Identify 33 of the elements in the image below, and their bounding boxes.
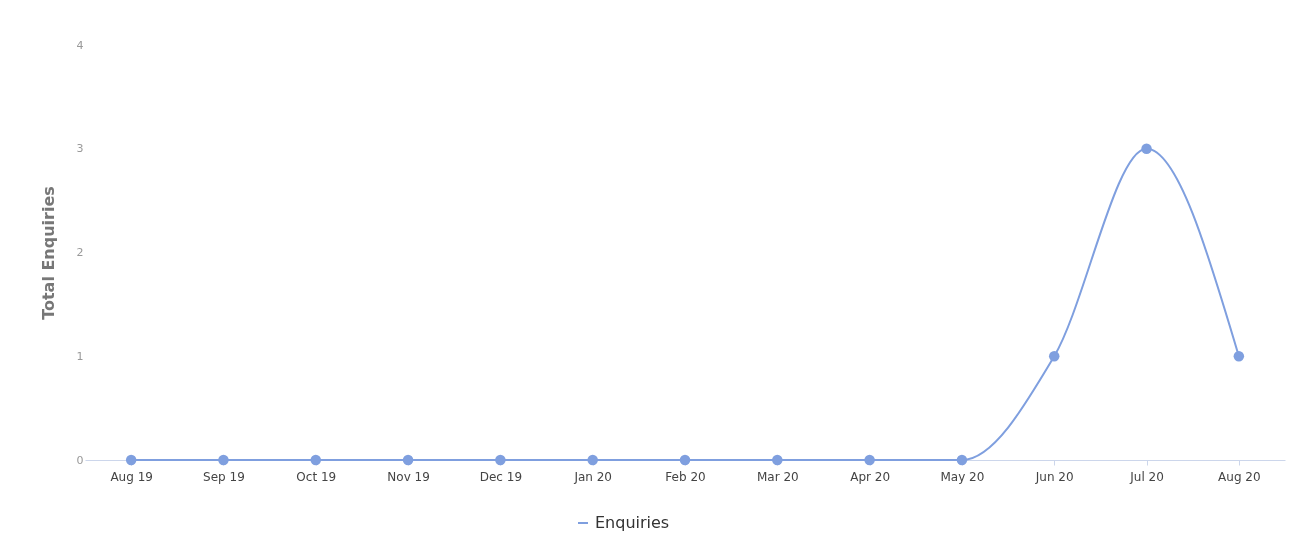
point xyxy=(864,454,875,466)
legend-label: Enquiries xyxy=(595,513,670,532)
point xyxy=(1233,351,1245,362)
point xyxy=(125,454,137,466)
point xyxy=(1141,143,1152,154)
y-tick-label: 1 xyxy=(76,349,84,363)
x-tick-label: Feb 20 xyxy=(665,469,706,484)
y-axis-title: Total Enquiries xyxy=(38,186,58,320)
x-tick-label: Sep 19 xyxy=(203,469,245,484)
point xyxy=(679,454,691,466)
point xyxy=(772,454,783,466)
y-tick-label: 0 xyxy=(76,453,84,467)
x-tick-label: Dec 19 xyxy=(479,469,523,484)
point xyxy=(956,454,968,466)
x-tick-label: Apr 20 xyxy=(850,469,891,484)
point xyxy=(402,454,414,466)
x-tick-label: Oct 19 xyxy=(296,469,337,484)
x-tick-label: Aug 20 xyxy=(1218,469,1261,484)
x-tick-label: May 20 xyxy=(940,469,985,484)
x-tick-label: Aug 19 xyxy=(110,469,153,484)
point xyxy=(218,454,229,466)
y-tick-label: 2 xyxy=(76,246,84,259)
point xyxy=(495,454,506,466)
y-tick-label: 3 xyxy=(76,142,84,156)
y-tick-label: 4 xyxy=(76,38,84,52)
x-tick-label: Jun 20 xyxy=(1034,469,1074,484)
point xyxy=(1048,351,1060,362)
point xyxy=(310,454,322,466)
x-tick-label: Mar 20 xyxy=(756,469,799,484)
x-tick-label: Jul 20 xyxy=(1129,469,1164,484)
x-tick-label: Nov 19 xyxy=(387,469,430,484)
point xyxy=(587,454,598,466)
x-tick-label: Jan 20 xyxy=(573,469,612,484)
